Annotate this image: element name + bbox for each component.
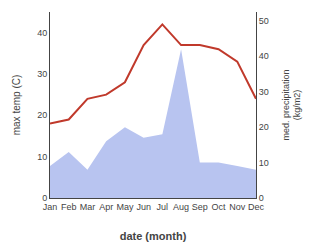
svg-text:Jan: Jan — [43, 202, 58, 212]
svg-text:Apr: Apr — [99, 202, 113, 212]
svg-text:30: 30 — [37, 69, 47, 79]
svg-text:40: 40 — [259, 51, 269, 61]
svg-text:30: 30 — [259, 87, 269, 97]
svg-text:Jun: Jun — [136, 202, 151, 212]
svg-text:0: 0 — [42, 193, 47, 203]
svg-text:10: 10 — [259, 158, 269, 168]
svg-text:40: 40 — [37, 28, 47, 38]
svg-text:Oct: Oct — [212, 202, 227, 212]
svg-text:10: 10 — [37, 152, 47, 162]
svg-text:20: 20 — [37, 110, 47, 120]
svg-text:Mar: Mar — [80, 202, 96, 212]
svg-text:20: 20 — [259, 122, 269, 132]
svg-text:med. precipitation(kg/m2): med. precipitation(kg/m2) — [281, 69, 303, 140]
svg-text:Feb: Feb — [61, 202, 77, 212]
svg-text:Dec: Dec — [248, 202, 265, 212]
svg-text:May: May — [116, 202, 134, 212]
svg-text:50: 50 — [259, 16, 269, 26]
svg-text:Aug: Aug — [173, 202, 189, 212]
svg-text:Sep: Sep — [192, 202, 208, 212]
svg-text:Nov: Nov — [229, 202, 246, 212]
svg-text:date (month): date (month) — [120, 230, 187, 242]
svg-text:Jul: Jul — [157, 202, 169, 212]
svg-text:0: 0 — [259, 193, 264, 203]
svg-text:max temp (C): max temp (C) — [11, 75, 22, 136]
